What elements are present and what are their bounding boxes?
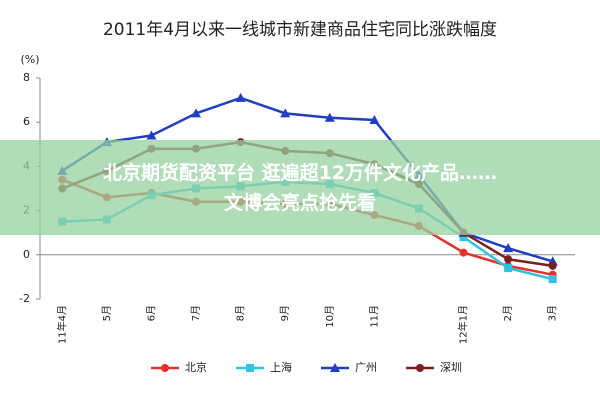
- marker: [280, 108, 291, 118]
- marker: [416, 364, 424, 372]
- marker: [369, 114, 380, 124]
- x-tick-label: 6月: [145, 305, 157, 321]
- y-axis-label: (%): [20, 53, 39, 66]
- marker: [324, 112, 335, 122]
- marker: [459, 233, 468, 242]
- marker: [548, 261, 557, 270]
- x-tick-label: 11月: [368, 305, 380, 328]
- marker: [459, 248, 468, 257]
- overlay-banner: 北京期货配资平台 逛遍超12万件文化产品…… 文博会亮点抢先看: [0, 140, 600, 235]
- y-tick-label: 0: [23, 248, 30, 261]
- x-tick-label: 11年4月: [55, 305, 68, 344]
- legend-label: 上海: [270, 360, 292, 374]
- legend-label: 广州: [355, 361, 377, 374]
- marker: [246, 364, 254, 372]
- x-tick-label: 3月: [547, 305, 559, 321]
- y-tick-label: -2: [19, 292, 30, 305]
- marker: [330, 363, 340, 372]
- x-tick-label: 10月: [324, 305, 336, 328]
- x-tick-label: 9月: [279, 305, 291, 321]
- legend-label: 北京: [185, 360, 207, 374]
- y-tick-label: 8: [23, 71, 30, 84]
- x-tick-label: 12年1月: [457, 305, 470, 344]
- marker: [504, 264, 513, 273]
- overlay-line: 北京期货配资平台 逛遍超12万件文化产品……: [102, 161, 498, 184]
- x-tick-label: 7月: [190, 305, 202, 321]
- legend-label: 深圳: [440, 361, 462, 374]
- marker: [235, 92, 246, 102]
- marker: [503, 243, 514, 253]
- marker: [191, 108, 202, 118]
- x-tick-label: 8月: [235, 305, 247, 321]
- y-tick-label: 6: [23, 115, 30, 128]
- series-line: [61, 96, 554, 263]
- marker: [548, 275, 557, 284]
- x-tick-label: 5月: [101, 305, 113, 321]
- marker: [146, 130, 157, 140]
- chart-title: 2011年4月以来一线城市新建商品住宅同比涨跌幅度: [103, 20, 497, 40]
- marker: [161, 364, 169, 372]
- overlay-line: 文博会亮点抢先看: [223, 191, 376, 214]
- marker: [504, 255, 513, 264]
- x-tick-label: 2月: [502, 305, 514, 321]
